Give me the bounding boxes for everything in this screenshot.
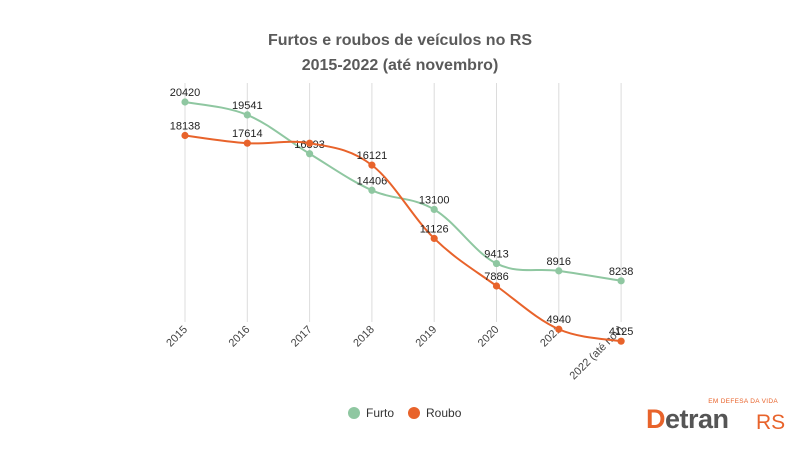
data-point-roubo	[430, 234, 438, 243]
data-label-roubo: 16121	[357, 150, 388, 162]
data-point-roubo	[306, 139, 314, 147]
data-point-furto	[368, 186, 376, 194]
data-label-furto: 8238	[609, 266, 633, 278]
legend-label-furto: Furto	[366, 406, 395, 420]
data-label-furto: 13100	[419, 194, 450, 206]
chart-title-line2: 2015-2022 (até novembro)	[301, 57, 499, 74]
data-point-furto	[181, 98, 189, 106]
logo-wordmark: Detran	[646, 404, 729, 434]
chart-legend: Furto Roubo	[348, 406, 475, 420]
data-point-furto	[492, 259, 501, 268]
data-point-furto	[430, 205, 438, 214]
legend-swatch-furto	[348, 407, 360, 419]
x-tick-label: 2015	[164, 324, 190, 350]
detran-rs-logo: EM DEFESA DA VIDA Detran RS	[646, 398, 786, 438]
data-point-roubo	[243, 139, 251, 147]
x-tick-label: 2018	[351, 324, 377, 350]
data-label-roubo: 18138	[170, 120, 201, 132]
data-point-furto	[617, 277, 625, 285]
data-label-roubo: 4125	[609, 326, 633, 338]
data-label-furto: 8916	[547, 256, 571, 268]
data-label-furto: 19541	[232, 100, 263, 112]
data-point-furto	[306, 150, 314, 158]
data-point-roubo	[617, 337, 625, 345]
x-tick-label: 2016	[227, 324, 253, 350]
legend-swatch-roubo	[408, 407, 421, 419]
data-point-roubo	[181, 131, 189, 140]
chart-title-line1: Furtos e roubos de veículos no RS	[267, 32, 533, 49]
legend-label-roubo: Roubo	[426, 406, 462, 420]
data-label-roubo: 7886	[484, 271, 508, 283]
data-point-roubo	[492, 282, 501, 290]
series-line-roubo	[184, 134, 622, 343]
logo-rs: RS	[756, 411, 786, 434]
data-label-roubo: 11126	[420, 223, 449, 235]
data-label-roubo: 4940	[547, 314, 571, 326]
logo-tagline: EM DEFESA DA VIDA	[708, 398, 778, 405]
data-point-furto	[243, 111, 251, 119]
data-point-roubo	[555, 325, 563, 333]
data-label-roubo: 17614	[232, 128, 263, 140]
legend-item-furto[interactable]: Furto	[348, 406, 394, 420]
data-point-furto	[555, 267, 563, 275]
data-label-furto: 9413	[484, 249, 508, 261]
data-label-furto: 14406	[357, 175, 388, 187]
legend-item-roubo[interactable]: Roubo	[408, 406, 461, 420]
x-tick-label: 2017	[289, 324, 315, 350]
x-tick-label: 2019	[414, 324, 440, 350]
data-label-furto: 20420	[170, 87, 201, 99]
x-tick-label: 2020	[476, 324, 502, 350]
data-point-roubo	[368, 161, 376, 169]
